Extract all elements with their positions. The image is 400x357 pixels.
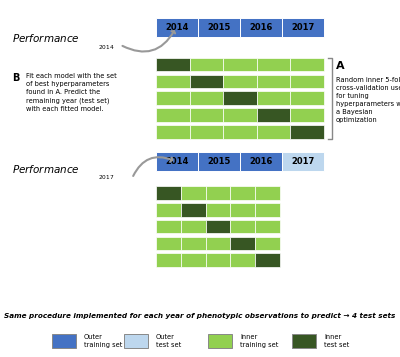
Bar [292,334,316,348]
Bar [156,58,190,71]
Bar [255,220,280,233]
Bar [198,18,240,37]
Text: 2014: 2014 [165,157,189,166]
Bar [190,91,223,105]
Bar [208,334,232,348]
Bar [206,203,230,217]
Bar [282,18,324,37]
Bar [230,253,255,267]
Text: $_{2017}$: $_{2017}$ [98,173,114,182]
Bar [230,237,255,250]
Bar [181,237,206,250]
Text: $\mathit{Performance}$: $\mathit{Performance}$ [12,32,80,44]
Bar [290,58,324,71]
Bar [257,108,290,122]
Bar [156,186,181,200]
Bar [156,108,190,122]
Bar [290,75,324,88]
Text: 2017: 2017 [291,23,315,32]
Bar [156,253,181,267]
Bar [290,108,324,122]
Bar [181,253,206,267]
Bar [190,125,223,139]
Bar [223,108,257,122]
Bar [198,152,240,171]
Bar [206,220,230,233]
Bar [240,152,282,171]
Bar [257,58,290,71]
Bar [282,152,324,171]
Bar [240,18,282,37]
Bar [156,220,181,233]
Bar [190,58,223,71]
Bar [255,237,280,250]
Bar [181,203,206,217]
Bar [230,186,255,200]
Bar [257,75,290,88]
Text: Outer
training set: Outer training set [84,334,122,348]
Bar [223,58,257,71]
Text: Outer
test set: Outer test set [156,334,181,348]
Bar [190,108,223,122]
Bar [156,18,198,37]
Bar [223,125,257,139]
Bar [124,334,148,348]
Bar [223,75,257,88]
Bar [206,186,230,200]
Bar [223,91,257,105]
Bar [206,253,230,267]
Text: Inner
test set: Inner test set [324,334,349,348]
Text: $\mathit{Performance}$: $\mathit{Performance}$ [12,163,80,175]
Bar [156,125,190,139]
Text: Random inner 5-fold
cross-validation used
for tuning
hyperparameters with
a Baye: Random inner 5-fold cross-validation use… [336,77,400,124]
Text: 2016: 2016 [249,157,273,166]
Text: 2017: 2017 [291,157,315,166]
Bar [230,203,255,217]
Bar [181,186,206,200]
Text: 2015: 2015 [207,23,231,32]
Text: A: A [336,61,345,71]
Bar [257,91,290,105]
Bar [156,152,198,171]
Bar [52,334,76,348]
Bar [156,237,181,250]
Text: 2014: 2014 [165,23,189,32]
Bar [255,186,280,200]
Bar [255,203,280,217]
Bar [181,220,206,233]
Bar [156,203,181,217]
Text: Fit each model with the set
of best hyperparameters
found in A. Predict the
rema: Fit each model with the set of best hype… [26,73,117,112]
Bar [156,75,190,88]
Bar [290,125,324,139]
Bar [190,75,223,88]
Text: B: B [12,73,19,83]
Text: Same procedure implemented for each year of phenotypic observations to predict →: Same procedure implemented for each year… [4,313,396,319]
Text: $_{2014}$: $_{2014}$ [98,43,115,52]
Bar [230,220,255,233]
Text: 2016: 2016 [249,23,273,32]
Bar [206,237,230,250]
Text: 2015: 2015 [207,157,231,166]
Bar [255,253,280,267]
Bar [290,91,324,105]
Text: Inner
training set: Inner training set [240,334,278,348]
Bar [257,125,290,139]
Bar [156,91,190,105]
